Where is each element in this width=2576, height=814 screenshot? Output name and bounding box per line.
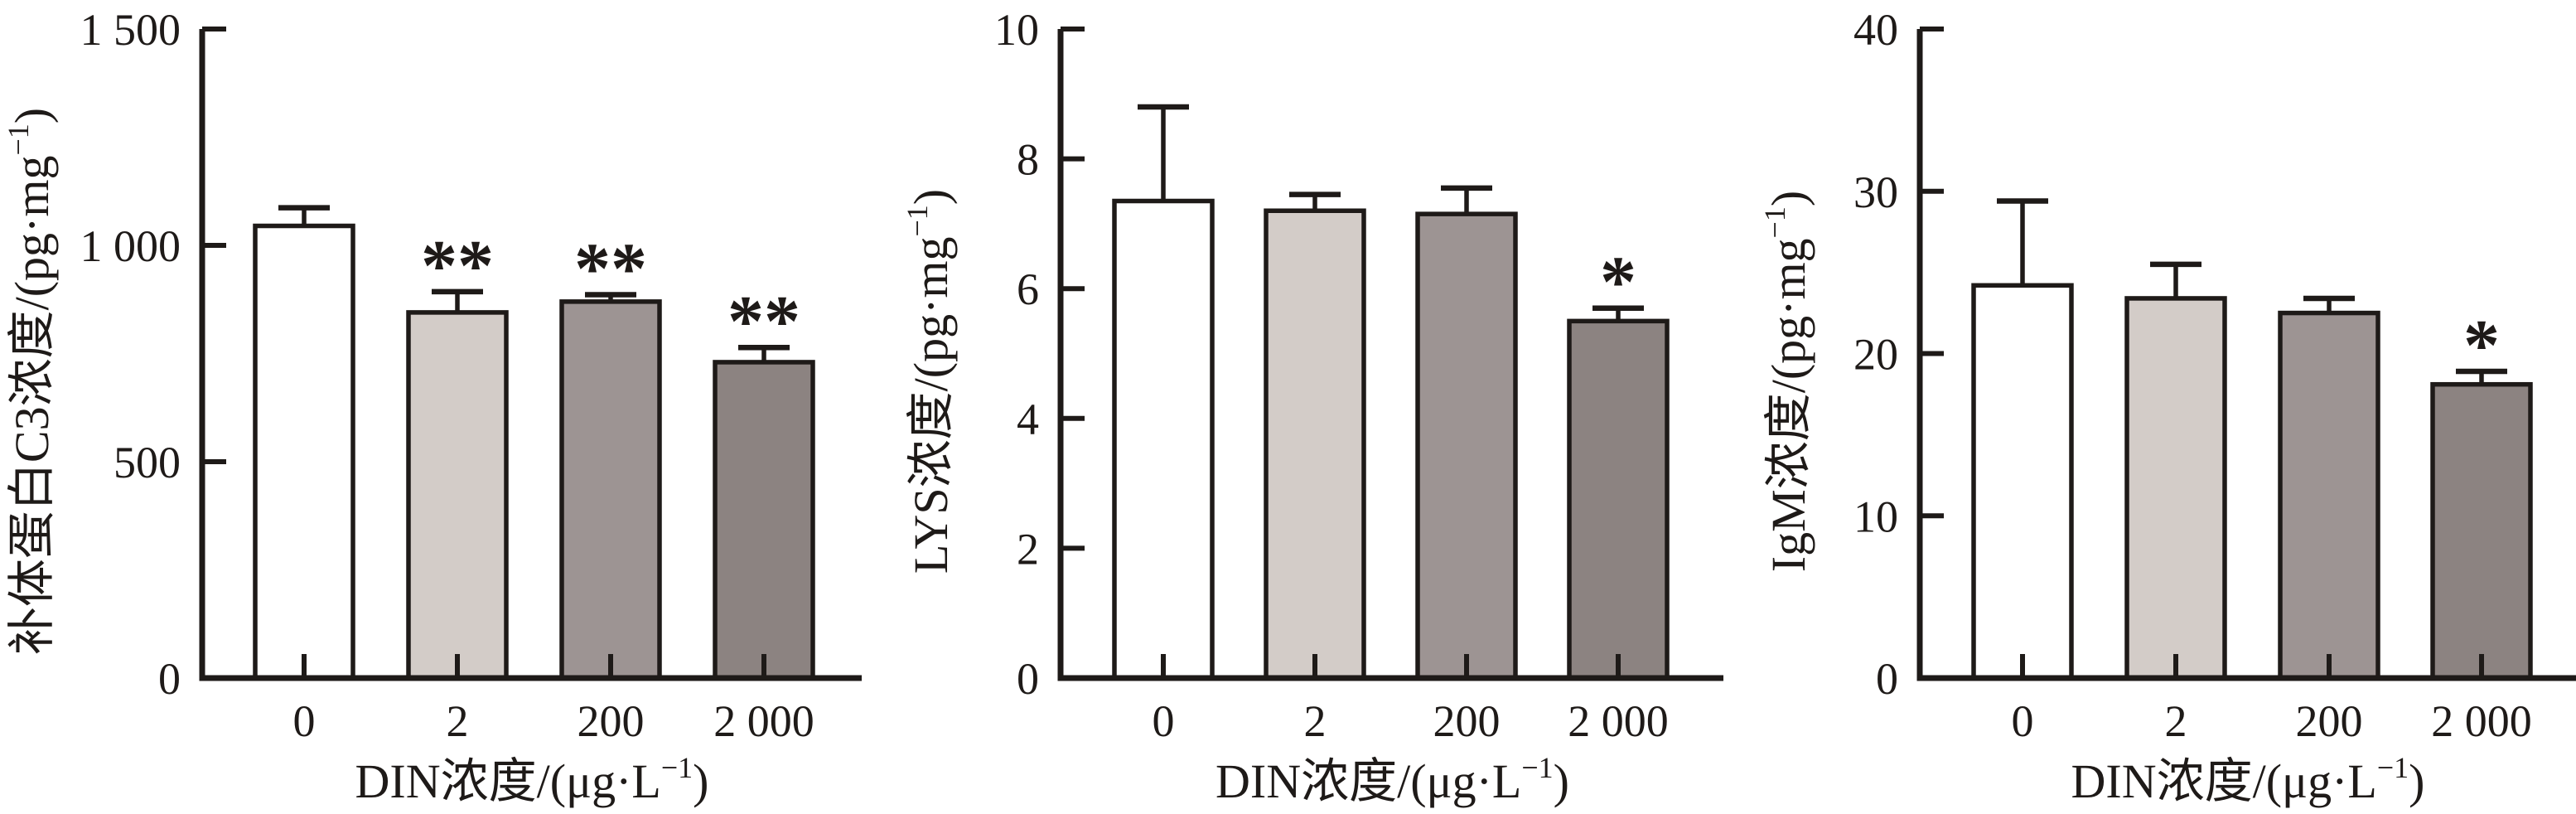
bar-200 xyxy=(559,299,662,681)
x-tick-label: 2 xyxy=(1304,696,1327,746)
bar-200 xyxy=(1415,211,1518,681)
bar-0 xyxy=(253,223,355,681)
y-tick-label: 2 xyxy=(1017,524,1039,574)
y-tick-label: 20 xyxy=(1853,330,1898,380)
y-tick-label: 6 xyxy=(1017,264,1039,314)
x-tick-label: 0 xyxy=(293,696,316,746)
x-tick-label: 200 xyxy=(578,696,645,746)
bar-0 xyxy=(1112,198,1215,681)
y-tick-label: 500 xyxy=(114,438,181,487)
bar-2000 xyxy=(1567,318,1670,681)
y-tick-label: 10 xyxy=(1853,492,1898,541)
y-tick-label: 0 xyxy=(158,654,181,704)
x-tick-label: 2 000 xyxy=(2431,696,2532,746)
bar-2 xyxy=(2124,296,2227,681)
bar-0 xyxy=(1971,283,2074,681)
y-tick-label: 10 xyxy=(994,5,1039,55)
x-tick-label: 2 000 xyxy=(713,696,814,746)
chart-igm: 0 10 20 30 40 0 2 200 2 000 DIN浓度/(μg·L−1) IgM浓度/(… xyxy=(1723,0,2576,814)
y-tick-label: 1 000 xyxy=(80,221,181,271)
significance-label: ** xyxy=(727,282,800,362)
bar-2000 xyxy=(2430,381,2533,681)
y-axis-label: LYS浓度/(pg·mg−1) xyxy=(901,189,958,574)
x-axis-label: DIN浓度/(μg·L−1) xyxy=(2071,751,2425,808)
y-tick-label: 40 xyxy=(1853,5,1898,55)
x-axis-label: DIN浓度/(μg·L−1) xyxy=(355,751,709,808)
y-axis-label: IgM浓度/(pg·mg−1) xyxy=(1758,191,1815,572)
x-tick-label: 0 xyxy=(2012,696,2034,746)
bar-2000 xyxy=(713,360,815,681)
x-tick-label: 2 xyxy=(2165,696,2187,746)
x-tick-label: 0 xyxy=(1153,696,1175,746)
y-tick-label: 1 500 xyxy=(80,5,181,55)
y-tick-label: 0 xyxy=(1876,654,1898,704)
significance-label: * xyxy=(2463,306,2500,386)
x-tick-label: 200 xyxy=(2296,696,2363,746)
bar-2 xyxy=(406,310,509,681)
significance-label: * xyxy=(1600,243,1636,323)
y-tick-label: 30 xyxy=(1853,167,1898,217)
bar-2 xyxy=(1264,208,1366,681)
x-tick-label: 200 xyxy=(1433,696,1501,746)
significance-label: ** xyxy=(574,230,647,310)
x-tick-label: 2 000 xyxy=(1568,696,1669,746)
y-tick-label: 8 xyxy=(1017,135,1039,185)
y-axis-label: 补体蛋白C3浓度/(pg·mg−1) xyxy=(2,108,59,655)
chart-lys: 0 2 4 6 8 10 0 2 200 2 000 DIN浓度/(μg·L−1) LYS浓度/(pg… xyxy=(870,0,1724,814)
x-tick-label: 2 xyxy=(447,696,469,746)
y-tick-label: 0 xyxy=(1017,654,1039,704)
y-tick-label: 4 xyxy=(1017,395,1039,444)
bar-200 xyxy=(2278,310,2380,681)
chart-complement-c3: 0 500 1 000 1 500 0 2 200 2 000 DIN浓度/(μg·L−1) 补体… xyxy=(0,0,870,814)
x-axis-label: DIN浓度/(μg·L−1) xyxy=(1216,751,1569,808)
significance-label: ** xyxy=(421,226,494,307)
